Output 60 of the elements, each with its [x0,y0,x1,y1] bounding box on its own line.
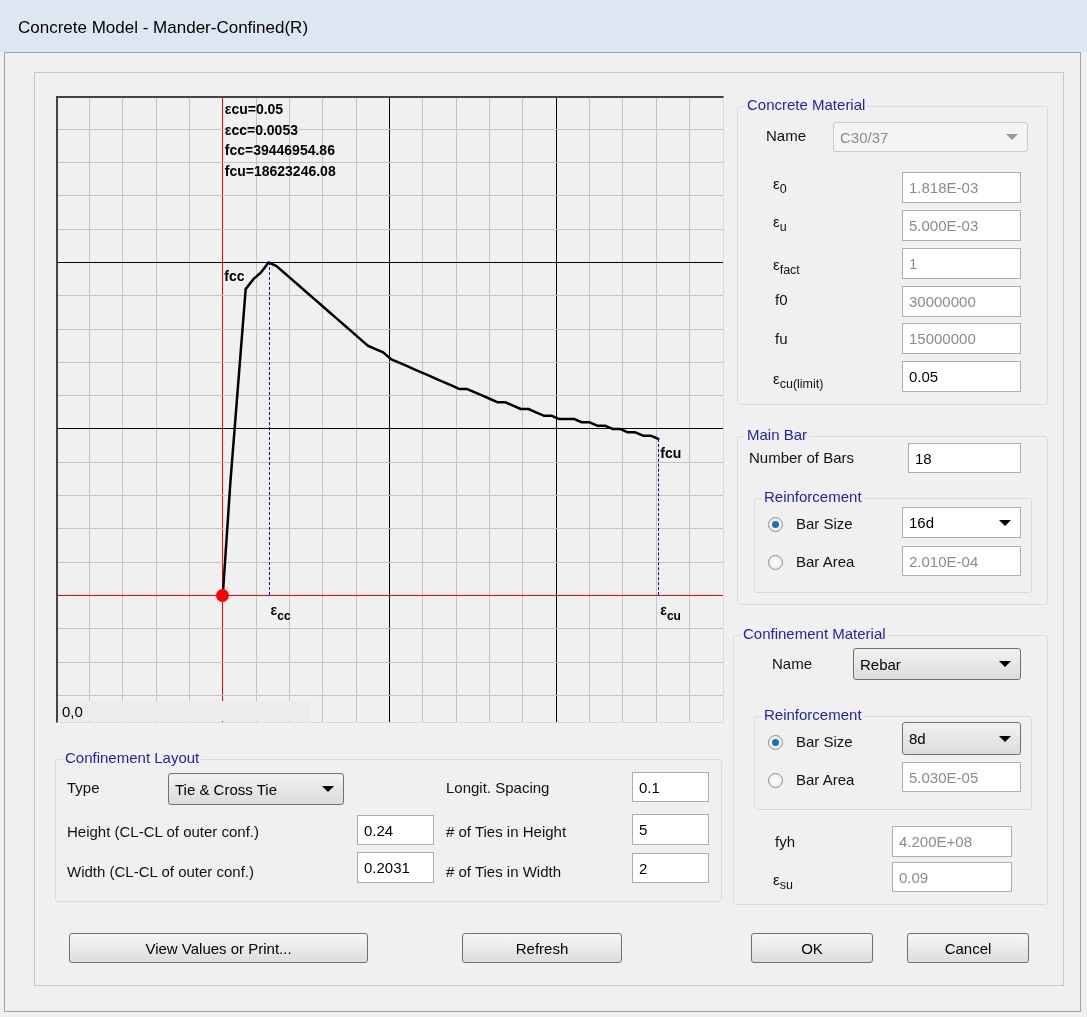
text-field: 4.200E+08 [892,826,1012,857]
dropdown: Tie & Cross Tie [168,773,344,805]
dropdown: Rebar [853,648,1021,680]
text-field: 2 [632,853,709,883]
text-field: 0.24 [357,815,434,845]
text-field: 0.2031 [357,852,434,883]
text-field: 1 [902,248,1021,279]
button: Cancel [907,933,1029,963]
text: Reinforcement [762,488,864,506]
text-field: 0.1 [632,772,709,802]
text: Confinement Layout [63,749,202,767]
text: fcc=39446954.86 [224,142,336,158]
text: fcu=18623246.08 [224,162,336,179]
text: ε$_{fact}$ [773,256,800,279]
chart-title: Concrete Model - Mander-Confined(R) [18,18,309,38]
text: # of Ties in Height [446,823,567,841]
text: ε$_{su}$ [773,871,793,894]
text: Concrete Material [745,96,868,114]
text: Bar Area [796,771,855,789]
text-field: 15000000 [902,323,1021,354]
text-field: 2.010E-04 [902,546,1021,576]
text: ε$_{cu(limit)}$ [773,370,824,393]
text: Longit. Spacing [446,779,550,797]
text: ε$_{u}$ [773,213,787,236]
button: OK [751,933,873,963]
text: ε$_{0}$ [773,175,787,198]
text: Type [67,779,100,797]
text: Main Bar [745,426,810,444]
text: # of Ties in Width [446,863,562,881]
text: Reinforcement [762,706,864,724]
text-field: 5.030E-05 [902,762,1021,792]
text: Number of Bars [749,449,855,467]
text: f0 [775,291,788,309]
text: Height (CL-CL of outer conf.) [67,823,260,841]
text: Name [766,127,807,145]
text: εcu=0.05 [224,101,284,117]
status-box: 0,0 [58,701,310,721]
text: Bar Size [796,733,853,751]
annotation: fcc [224,268,245,285]
button: View Values or Print... [69,933,368,963]
text-field: 1.818E-03 [902,172,1021,203]
text: fyh [775,833,796,851]
text: fu [775,330,788,348]
text: Confinement Material [741,625,888,643]
text-field: 0.09 [892,862,1012,892]
text: εcc=0.0053 [224,121,299,138]
button: Refresh [462,933,622,963]
text: Bar Area [796,553,855,571]
text-field: 0.05 [902,361,1021,392]
text-field: 5 [632,814,709,845]
text-field: 5.000E-03 [902,210,1021,241]
text: Width (CL-CL of outer conf.) [67,863,255,881]
text-field: 30000000 [902,286,1021,317]
dropdown: C30/37 [833,122,1028,152]
text: Bar Size [796,515,853,533]
text: Name [772,655,813,673]
dropdown: 16d [902,507,1021,538]
dropdown: 8d [902,722,1021,755]
text-field: 18 [908,443,1021,473]
annotation: fcu [660,444,682,461]
